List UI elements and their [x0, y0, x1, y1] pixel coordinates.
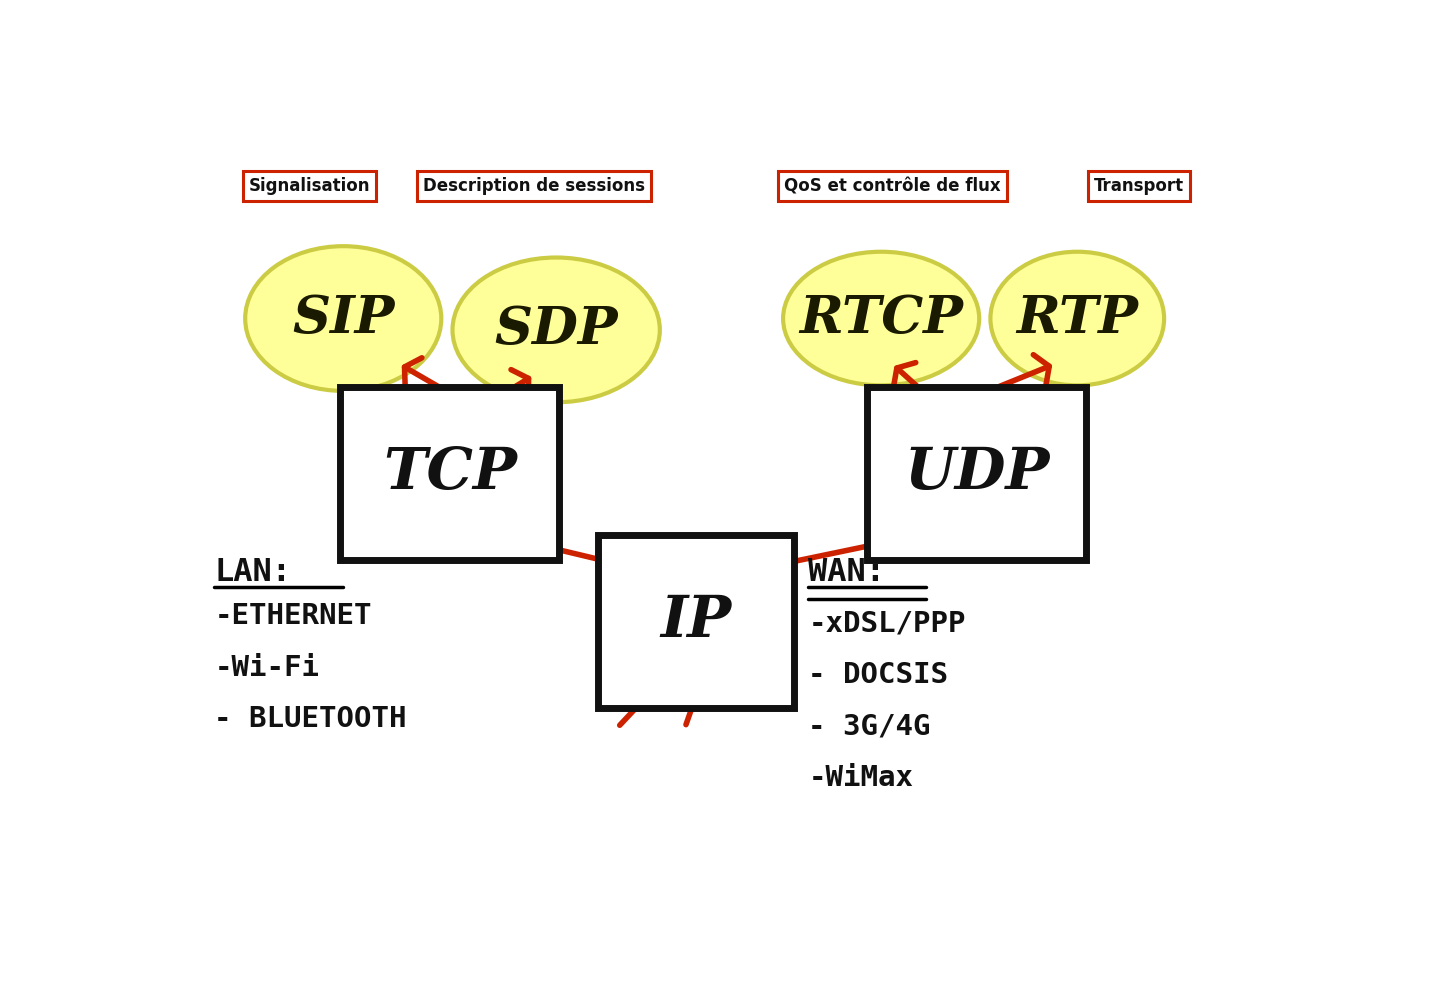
Text: Description de sessions: Description de sessions: [422, 177, 645, 195]
Text: WAN:: WAN:: [808, 557, 885, 588]
FancyBboxPatch shape: [868, 387, 1086, 560]
Text: IP: IP: [661, 593, 732, 650]
Text: RTCP: RTCP: [800, 293, 963, 344]
Text: TCP: TCP: [383, 445, 516, 502]
Text: -ETHERNET: -ETHERNET: [214, 603, 372, 630]
Ellipse shape: [246, 246, 441, 391]
Text: -Wi-Fi: -Wi-Fi: [214, 654, 320, 682]
Text: RTP: RTP: [1017, 293, 1138, 344]
Text: SIP: SIP: [292, 293, 395, 344]
FancyBboxPatch shape: [340, 387, 560, 560]
Text: SDP: SDP: [495, 305, 617, 356]
Ellipse shape: [784, 252, 979, 385]
Text: -xDSL/PPP: -xDSL/PPP: [808, 609, 966, 638]
Text: UDP: UDP: [904, 445, 1050, 502]
Text: Transport: Transport: [1093, 177, 1184, 195]
Text: Signalisation: Signalisation: [249, 177, 370, 195]
Ellipse shape: [991, 252, 1164, 385]
Text: - BLUETOOTH: - BLUETOOTH: [214, 706, 406, 733]
Text: - DOCSIS: - DOCSIS: [808, 662, 949, 689]
Text: - 3G/4G: - 3G/4G: [808, 713, 931, 741]
Ellipse shape: [453, 258, 659, 402]
Text: LAN:: LAN:: [214, 557, 292, 588]
FancyBboxPatch shape: [599, 535, 794, 708]
Text: -WiMax: -WiMax: [808, 765, 914, 792]
Text: QoS et contrôle de flux: QoS et contrôle de flux: [784, 177, 1001, 195]
